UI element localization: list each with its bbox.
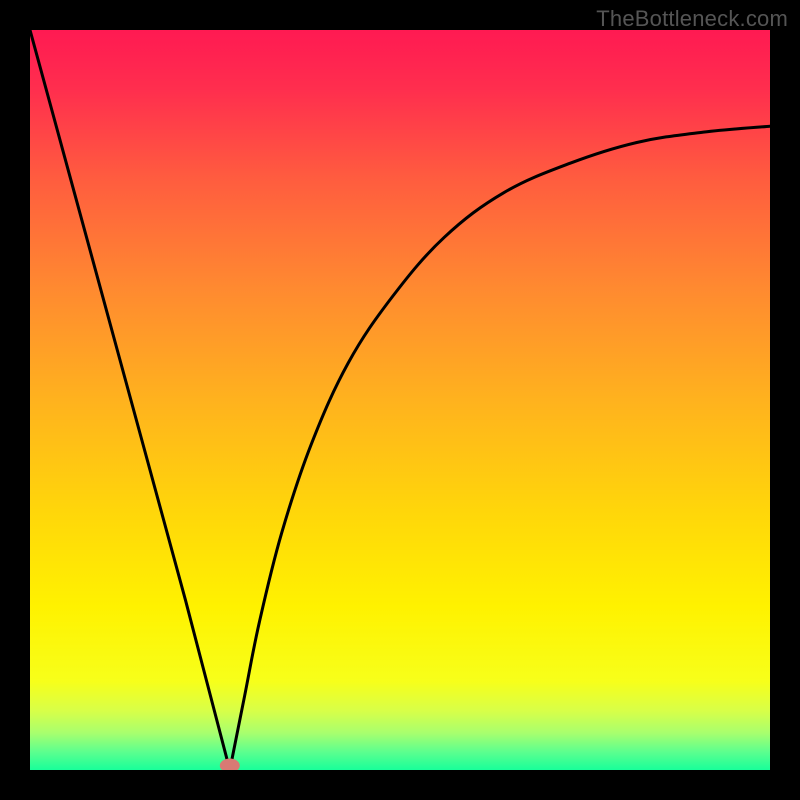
chart-frame: TheBottleneck.com [0, 0, 800, 800]
watermark-text: TheBottleneck.com [596, 6, 788, 32]
gradient-background [30, 30, 770, 770]
plot-svg [30, 30, 770, 770]
plot-area [30, 30, 770, 770]
